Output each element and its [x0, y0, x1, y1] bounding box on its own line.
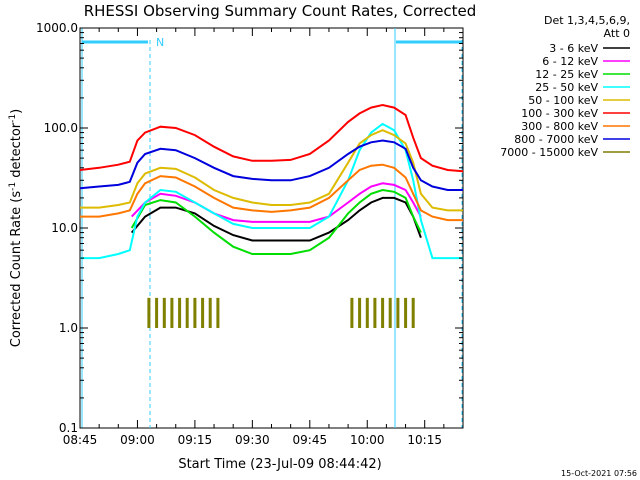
x-axis-label: Start Time (23-Jul-09 08:44:42): [178, 457, 381, 472]
y-axis-label-sup2: -1: [8, 114, 18, 123]
x-tick-label: 09:30: [235, 433, 270, 447]
series-line-1: [130, 182, 422, 223]
y-axis-label-part1: Corrected Count Rate (s: [9, 191, 24, 348]
legend-label-8: 7000 - 15000 keV: [500, 146, 598, 159]
legend-label-0: 3 - 6 keV: [549, 42, 598, 55]
x-tick-label: 09:45: [293, 433, 328, 447]
y-tick-label: 1.0: [59, 321, 78, 335]
night-marker-label: N: [156, 36, 164, 49]
x-tick-label: 10:15: [407, 433, 442, 447]
legend-label-4: 50 - 100 keV: [528, 94, 598, 107]
series-line-3: [80, 122, 463, 260]
y-axis-label-sup1: -1: [8, 182, 18, 191]
legend-label-2: 12 - 25 keV: [535, 68, 598, 81]
x-tick-label: 10:00: [350, 433, 385, 447]
series-line-6: [80, 163, 463, 222]
legend-label-1: 6 - 12 keV: [542, 55, 598, 68]
series-line-5: [79, 103, 464, 173]
y-axis-label-part2: detector: [9, 122, 24, 182]
x-tick-label: 09:15: [178, 433, 213, 447]
series-line-7: [79, 139, 463, 191]
legend-label-6: 300 - 800 keV: [521, 120, 598, 133]
legend-label-7: 800 - 7000 keV: [514, 133, 598, 146]
series-line-2: [130, 188, 422, 255]
y-axis-ticks: 0.1 1.0 10.0 100.0 1000.0: [36, 21, 463, 435]
x-axis-ticks: 08:45 09:00 09:15 09:30 09:45 10:00 10:15: [63, 28, 445, 447]
legend-label-5: 100 - 300 keV: [521, 107, 598, 120]
y-tick-label: 100.0: [44, 121, 78, 135]
legend-header-line2: Att 0: [604, 27, 630, 40]
chart-title: RHESSI Observing Summary Count Rates, Co…: [84, 2, 477, 20]
series-line-8: [147, 297, 415, 328]
y-tick-label: 0.1: [59, 421, 78, 435]
x-tick-label: 09:00: [120, 433, 155, 447]
y-tick-label: 1000.0: [36, 21, 78, 35]
footer-timestamp: 15-Oct-2021 07:56: [561, 469, 637, 478]
legend-header-line1: Det 1,3,4,5,6,9,: [544, 14, 630, 27]
legend-label-3: 25 - 50 keV: [535, 81, 598, 94]
x-tick-label: 08:45: [63, 433, 98, 447]
series-layer: [79, 103, 464, 328]
y-axis-label-part3: ): [9, 109, 24, 114]
y-axis-label: Corrected Count Rate (s-1 detector-1): [8, 109, 24, 347]
y-tick-label: 10.0: [51, 221, 78, 235]
series-line-0: [130, 196, 422, 242]
series-line-4: [80, 129, 463, 212]
